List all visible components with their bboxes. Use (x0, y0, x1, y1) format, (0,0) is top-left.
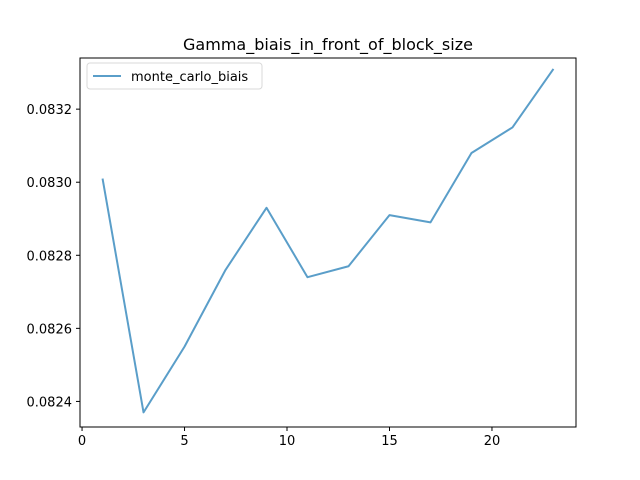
y-tick-label: 0.0824 (27, 395, 73, 410)
plot-area: 0 5 10 15 20 0.0824 0.0826 0.0828 0.0830 0.0832 mo… (27, 57, 577, 449)
y-tick-label: 0.0826 (27, 322, 73, 337)
legend-label: monte_carlo_biais (131, 70, 248, 85)
y-tick-label: 0.0828 (27, 249, 73, 264)
x-tick-label: 20 (484, 434, 501, 449)
legend-box (86, 62, 263, 90)
x-tick-label: 10 (279, 434, 296, 449)
y-tick-label: 0.0832 (27, 103, 73, 118)
chart-title: Gamma_biais_in_front_of_block_size (183, 35, 473, 55)
x-tick-label: 15 (381, 434, 398, 449)
plot-frame (79, 57, 577, 428)
x-tick-label: 5 (180, 434, 188, 449)
y-tick-label: 0.0830 (27, 176, 73, 191)
x-tick-label: 0 (78, 434, 86, 449)
series-line (101, 68, 555, 414)
